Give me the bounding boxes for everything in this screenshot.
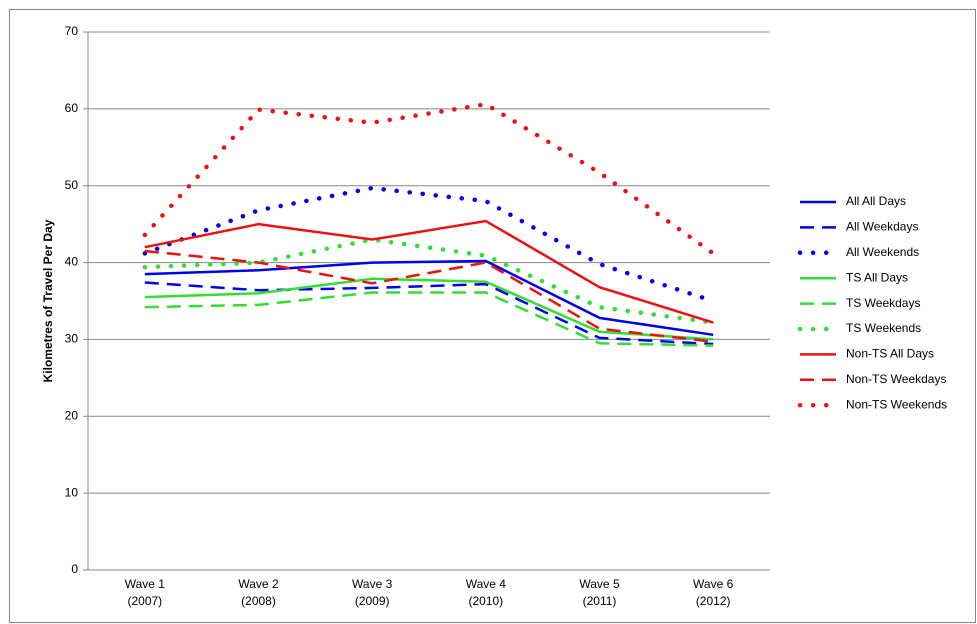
series-line: [142, 101, 716, 256]
legend-label: TS Weekdays: [846, 296, 920, 310]
series-line: [144, 249, 714, 343]
chart-border: [9, 9, 976, 623]
series-line: [144, 291, 714, 347]
series-line: [144, 259, 714, 337]
legend-label: All All Days: [846, 194, 906, 208]
series-line: [144, 219, 714, 324]
legend-label: All Weekdays: [846, 220, 918, 234]
x-tick-label: Wave 1 (2007): [125, 577, 166, 608]
legend-label: Non-TS All Days: [846, 347, 934, 361]
x-tick-label: Wave 4 (2010): [466, 577, 507, 608]
x-tick-label: Wave 5 (2011): [579, 577, 620, 608]
x-tick-label: Wave 3 (2009): [352, 577, 393, 608]
series-line: [144, 277, 714, 341]
y-tick-label: 70: [65, 24, 79, 38]
y-tick-label: 10: [65, 485, 79, 499]
series-line: [144, 281, 714, 346]
x-tick-label: Wave 2 (2008): [238, 577, 279, 608]
legend-label: Non-TS Weekends: [846, 397, 947, 411]
series-line: [142, 237, 716, 325]
y-tick-label: 50: [65, 178, 79, 192]
y-tick-label: 0: [71, 562, 78, 576]
y-tick-label: 40: [65, 255, 79, 269]
legend-label: TS Weekends: [846, 321, 921, 335]
y-tick-label: 60: [65, 101, 79, 115]
legend-label: TS All Days: [846, 270, 908, 284]
x-tick-label: Wave 6 (2012): [693, 577, 734, 608]
legend-label: All Weekends: [846, 245, 919, 259]
y-tick-label: 20: [65, 408, 79, 422]
legend-label: Non-TS Weekdays: [846, 372, 946, 386]
y-axis-label: Kilometres of Travel Per Day: [41, 219, 55, 382]
y-tick-label: 30: [65, 332, 79, 346]
